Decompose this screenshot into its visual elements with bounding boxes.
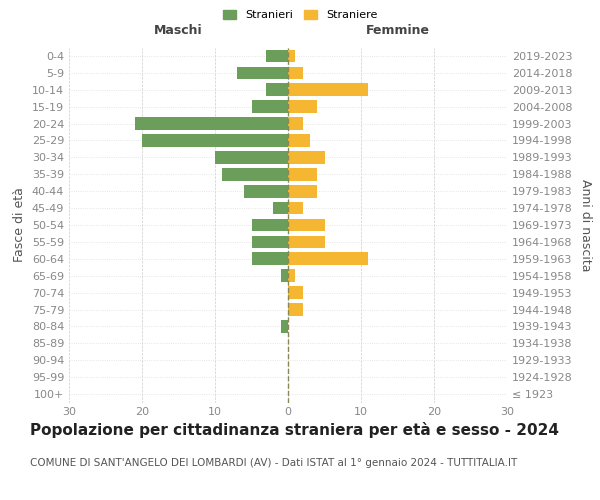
- Y-axis label: Fasce di età: Fasce di età: [13, 188, 26, 262]
- Bar: [288, 100, 317, 113]
- Y-axis label: Anni di nascita: Anni di nascita: [579, 179, 592, 271]
- Text: Popolazione per cittadinanza straniera per età e sesso - 2024: Popolazione per cittadinanza straniera p…: [30, 422, 559, 438]
- Bar: [288, 168, 317, 180]
- Bar: [281, 320, 288, 333]
- Bar: [288, 252, 368, 265]
- Bar: [288, 117, 302, 130]
- Bar: [288, 151, 325, 164]
- Bar: [251, 100, 288, 113]
- Bar: [281, 270, 288, 282]
- Bar: [251, 218, 288, 232]
- Bar: [288, 218, 325, 232]
- Bar: [288, 202, 302, 214]
- Bar: [288, 84, 368, 96]
- Bar: [237, 66, 288, 79]
- Bar: [288, 303, 302, 316]
- Bar: [288, 66, 302, 79]
- Bar: [223, 168, 288, 180]
- Bar: [288, 236, 325, 248]
- Bar: [274, 202, 288, 214]
- Bar: [288, 185, 317, 198]
- Bar: [288, 286, 302, 299]
- Bar: [251, 236, 288, 248]
- Bar: [266, 50, 288, 62]
- Bar: [288, 134, 310, 147]
- Bar: [244, 185, 288, 198]
- Bar: [266, 84, 288, 96]
- Text: Maschi: Maschi: [154, 24, 203, 37]
- Text: COMUNE DI SANT'ANGELO DEI LOMBARDI (AV) - Dati ISTAT al 1° gennaio 2024 - TUTTIT: COMUNE DI SANT'ANGELO DEI LOMBARDI (AV) …: [30, 458, 517, 468]
- Text: Femmine: Femmine: [365, 24, 430, 37]
- Bar: [288, 50, 295, 62]
- Bar: [251, 252, 288, 265]
- Bar: [288, 270, 295, 282]
- Legend: Stranieri, Straniere: Stranieri, Straniere: [218, 6, 382, 25]
- Bar: [215, 151, 288, 164]
- Bar: [142, 134, 288, 147]
- Bar: [134, 117, 288, 130]
